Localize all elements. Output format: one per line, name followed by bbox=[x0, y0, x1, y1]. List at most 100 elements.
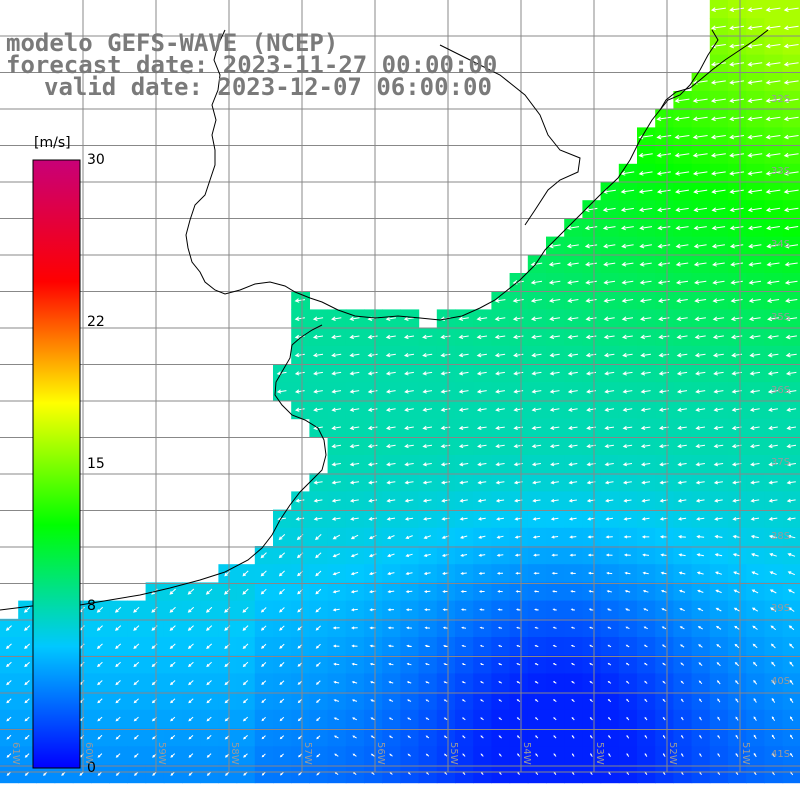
wind-arrow bbox=[440, 462, 451, 467]
wind-arrow bbox=[620, 171, 635, 176]
wind-arrow bbox=[552, 626, 557, 629]
wind-arrow bbox=[370, 717, 376, 721]
wind-arrow bbox=[696, 517, 705, 521]
latitude-label: 36S bbox=[771, 385, 791, 396]
wind-arrow bbox=[747, 152, 763, 158]
wind-arrow bbox=[784, 243, 799, 249]
wind-arrow bbox=[96, 643, 103, 649]
wind-arrow bbox=[461, 663, 466, 666]
wind-arrow bbox=[367, 425, 378, 431]
wind-arrow bbox=[462, 753, 466, 757]
wind-arrow bbox=[405, 535, 413, 539]
wind-arrow bbox=[714, 534, 723, 539]
wind-arrow bbox=[333, 680, 340, 684]
wind-arrow bbox=[206, 643, 213, 650]
wind-arrow bbox=[606, 571, 613, 575]
wind-arrow bbox=[765, 152, 781, 158]
wind-arrow bbox=[622, 462, 633, 467]
longitude-label: 56W bbox=[375, 742, 386, 765]
wind-arrow bbox=[661, 626, 667, 630]
wind-arrow bbox=[24, 753, 30, 758]
wind-arrow bbox=[387, 608, 395, 612]
wind-arrow bbox=[788, 625, 795, 631]
wind-arrow bbox=[24, 661, 30, 668]
wind-arrow bbox=[753, 716, 757, 721]
wind-arrow bbox=[602, 225, 616, 231]
wind-arrow bbox=[368, 498, 378, 503]
wind-arrow bbox=[729, 189, 744, 194]
wind-arrow bbox=[753, 734, 757, 739]
wind-arrow bbox=[680, 698, 684, 703]
wind-arrow bbox=[115, 753, 121, 758]
wind-arrow bbox=[712, 352, 724, 358]
wind-arrow bbox=[713, 425, 724, 430]
wind-arrow bbox=[422, 353, 433, 358]
wind-arrow bbox=[331, 517, 341, 521]
wind-arrow bbox=[315, 625, 321, 631]
wind-arrow bbox=[188, 735, 194, 740]
wind-arrow bbox=[115, 625, 122, 631]
wind-arrow bbox=[458, 444, 469, 449]
wind-arrow bbox=[169, 680, 176, 686]
wind-arrow bbox=[386, 480, 396, 485]
wind-arrow bbox=[534, 663, 539, 666]
wind-arrow bbox=[569, 535, 577, 539]
wind-arrow bbox=[674, 152, 690, 158]
wind-arrow bbox=[368, 517, 377, 521]
wind-arrow bbox=[644, 716, 648, 721]
wind-arrow bbox=[603, 243, 616, 249]
wind-arrow bbox=[367, 407, 378, 412]
wind-arrow bbox=[680, 680, 684, 684]
wind-arrow bbox=[479, 663, 484, 666]
wind-arrow bbox=[497, 608, 503, 611]
wind-arrow bbox=[765, 25, 781, 31]
wind-arrow bbox=[585, 298, 597, 303]
wind-arrow bbox=[589, 698, 593, 703]
wind-arrow bbox=[675, 207, 689, 213]
wind-arrow bbox=[603, 280, 616, 285]
wind-arrow bbox=[567, 407, 578, 412]
wind-arrow bbox=[711, 207, 726, 213]
wind-arrow bbox=[749, 407, 760, 412]
wind-arrow bbox=[603, 352, 615, 358]
wind-arrow bbox=[717, 753, 721, 757]
wind-arrow bbox=[385, 444, 396, 449]
wind-arrow bbox=[603, 261, 616, 267]
wind-arrow bbox=[386, 517, 396, 521]
wind-arrow bbox=[783, 80, 799, 85]
wind-arrow bbox=[584, 225, 598, 231]
wind-arrow bbox=[349, 498, 359, 503]
wind-arrow bbox=[279, 662, 285, 667]
latitude-label: 32S bbox=[771, 94, 791, 105]
wind-arrow bbox=[751, 553, 759, 557]
wind-arrow bbox=[332, 626, 340, 630]
wind-arrow bbox=[553, 717, 557, 721]
wind-arrow bbox=[623, 498, 632, 503]
wind-arrow bbox=[768, 444, 778, 449]
wind-arrow bbox=[553, 699, 557, 702]
wind-arrow bbox=[693, 243, 707, 249]
wind-arrow bbox=[534, 681, 539, 684]
wind-arrow bbox=[767, 389, 779, 394]
wind-arrow bbox=[352, 753, 357, 757]
wind-arrow bbox=[747, 134, 763, 140]
wind-arrow bbox=[531, 389, 542, 394]
wind-arrow bbox=[787, 553, 796, 557]
wind-arrow bbox=[279, 607, 285, 613]
wind-arrow bbox=[589, 662, 594, 666]
wind-arrow bbox=[696, 535, 705, 539]
wind-arrow bbox=[494, 334, 506, 340]
wind-arrow bbox=[643, 608, 649, 611]
wind-arrow bbox=[785, 334, 797, 340]
wind-arrow bbox=[476, 425, 487, 430]
wind-arrow bbox=[512, 280, 524, 285]
wind-arrow bbox=[115, 698, 121, 704]
wind-arrow bbox=[657, 207, 671, 213]
wind-arrow bbox=[444, 753, 448, 757]
wind-arrow bbox=[530, 316, 542, 322]
wind-arrow bbox=[751, 607, 759, 612]
wind-arrow bbox=[115, 661, 121, 668]
wind-arrow bbox=[260, 625, 267, 631]
wind-arrow bbox=[787, 571, 796, 576]
wind-arrow bbox=[712, 298, 725, 303]
